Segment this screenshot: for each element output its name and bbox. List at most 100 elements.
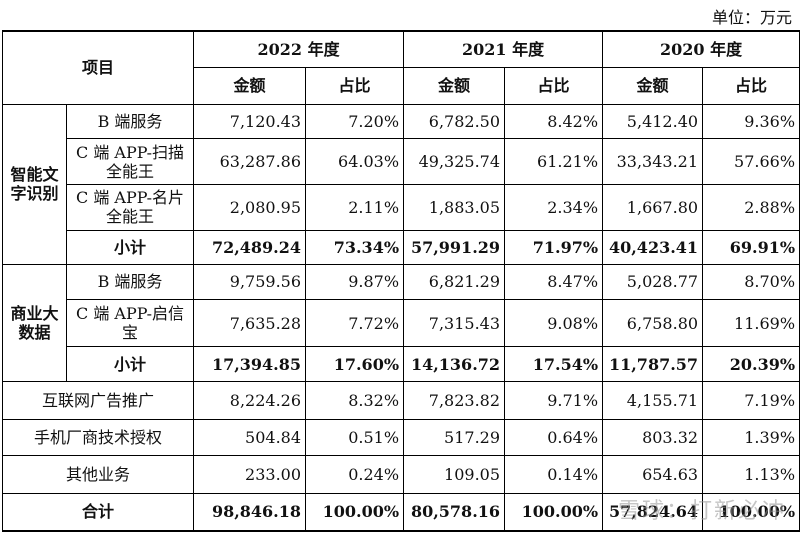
revenue-table: 项目 2022 年度 2021 年度 2020 年度 金额 占比 金额 占比 金… — [1, 29, 800, 532]
header-row-years: 项目 2022 年度 2021 年度 2020 年度 — [1, 29, 800, 105]
cell-value: 2.11% — [305, 183, 405, 231]
table-row: 智能文字识别 B 端服务 7,120.43 7.20% 6,782.50 8.4… — [2, 103, 800, 266]
table-row: C 端 APP-启信宝 7,635.28 7.72% 7,315.43 9.08… — [3, 298, 800, 348]
cell-value: 57.66% — [702, 138, 800, 185]
cell-value: 17,394.85 — [193, 346, 307, 383]
cell-value: 5,028.77 — [602, 264, 704, 300]
cell-value: 109.05 — [403, 455, 506, 494]
cell-value: 0.24% — [305, 455, 405, 494]
cell-value: 9.08% — [504, 298, 604, 348]
table-row: 互联网广告推广 8,224.26 8.32% 7,823.82 9.71% 4,… — [1, 381, 800, 420]
cell-value: 6,782.50 — [403, 103, 506, 140]
cell-value: 33,343.21 — [602, 138, 704, 185]
watermark: 雪球：打新必冲 — [617, 499, 786, 524]
cell-value: 517.29 — [403, 418, 506, 457]
table-row: 其他业务 233.00 0.24% 109.05 0.14% 654.63 1.… — [1, 455, 800, 494]
row-label: B 端服务 — [65, 103, 195, 140]
table-row: C 端 APP-名片全能王 2,080.95 2.11% 1,883.05 2.… — [3, 183, 800, 231]
cell-value: 1.39% — [702, 418, 800, 457]
cell-value: 73.34% — [305, 229, 405, 266]
header-ratio: 占比 — [305, 67, 405, 105]
header-item: 项目 — [1, 29, 195, 105]
cell-value: 2,080.95 — [193, 183, 307, 231]
header-year-2021: 2021 年度 — [403, 30, 604, 69]
header-ratio: 占比 — [702, 67, 800, 105]
cell-value: 233.00 — [193, 455, 307, 494]
cell-value: 100.00% — [305, 492, 405, 532]
subtotal-row: 小计 17,394.85 17.60% 14,136.72 17.54% 11,… — [3, 346, 800, 383]
cell-value: 803.32 — [602, 418, 704, 457]
cell-value: 2.88% — [702, 183, 800, 231]
cell-value: 2.34% — [504, 183, 604, 231]
cell-value: 69.91% — [702, 229, 800, 266]
row-label: 手机厂商技术授权 — [1, 418, 195, 457]
header-year-2020: 2020 年度 — [602, 30, 800, 69]
cell-value: 7,635.28 — [193, 298, 307, 348]
cell-value: 40,423.41 — [602, 229, 704, 266]
cell-value: 8.70% — [702, 264, 800, 300]
cell-value: 80,578.16 — [403, 492, 506, 532]
cell-value: 7,120.43 — [193, 103, 307, 140]
cell-value: 57,991.29 — [403, 229, 506, 266]
cell-value: 0.14% — [504, 455, 604, 494]
table-row: C 端 APP-扫描全能王 63,287.86 64.03% 49,325.74… — [3, 138, 800, 185]
cell-value: 7.72% — [305, 298, 405, 348]
group-label-bigdata: 商业大数据 — [2, 264, 67, 383]
cell-value: 7,315.43 — [403, 298, 506, 348]
cell-value: 11.69% — [702, 298, 800, 348]
cell-value: 17.60% — [305, 346, 405, 383]
row-label: C 端 APP-名片全能王 — [65, 183, 195, 231]
cell-value: 7.19% — [702, 381, 800, 420]
row-label: 合计 — [1, 492, 195, 532]
cell-value: 9,759.56 — [193, 264, 307, 300]
row-label: B 端服务 — [65, 264, 195, 300]
cell-value: 14,136.72 — [403, 346, 506, 383]
total-row: 合计 98,846.18 100.00% 80,578.16 100.00% 5… — [1, 492, 800, 532]
cell-value: 654.63 — [602, 455, 704, 494]
cell-value: 7.20% — [305, 103, 405, 140]
header-amount: 金额 — [602, 67, 704, 105]
cell-value: 61.21% — [504, 138, 604, 185]
table-row: 商业大数据 B 端服务 9,759.56 9.87% 6,821.29 8.47… — [2, 264, 800, 383]
cell-value: 8,224.26 — [193, 381, 307, 420]
cell-value: 57,824.64 — [602, 492, 704, 532]
group-label-ai: 智能文字识别 — [2, 103, 67, 266]
cell-value: 63,287.86 — [193, 138, 307, 185]
cell-value: 8.32% — [305, 381, 405, 420]
cell-value: 1.13% — [702, 455, 800, 494]
subtotal-row: 小计 72,489.24 73.34% 57,991.29 71.97% 40,… — [3, 229, 800, 266]
cell-value: 17.54% — [504, 346, 604, 383]
cell-value: 49,325.74 — [403, 138, 506, 185]
cell-value: 11,787.57 — [602, 346, 704, 383]
header-year-2022: 2022 年度 — [193, 30, 405, 69]
row-label: 互联网广告推广 — [1, 381, 195, 420]
row-label: 小计 — [65, 346, 195, 383]
cell-value: 0.51% — [305, 418, 405, 457]
row-label: 其他业务 — [1, 455, 195, 494]
row-label: 小计 — [65, 229, 195, 266]
cell-value: 0.64% — [504, 418, 604, 457]
cell-value: 98,846.18 — [193, 492, 307, 532]
cell-value: 64.03% — [305, 138, 405, 185]
cell-value: 6,821.29 — [403, 264, 506, 300]
cell-value: 5,412.40 — [602, 103, 704, 140]
cell-value: 100.00% — [702, 492, 800, 532]
header-ratio: 占比 — [504, 67, 604, 105]
cell-value: 9.87% — [305, 264, 405, 300]
cell-value: 504.84 — [193, 418, 307, 457]
cell-value: 72,489.24 — [193, 229, 307, 266]
cell-value: 1,883.05 — [403, 183, 506, 231]
row-label: C 端 APP-启信宝 — [65, 298, 195, 348]
cell-value: 1,667.80 — [602, 183, 704, 231]
cell-value: 6,758.80 — [602, 298, 704, 348]
cell-value: 9.36% — [702, 103, 800, 140]
row-label: C 端 APP-扫描全能王 — [65, 138, 195, 185]
cell-value: 8.42% — [504, 103, 604, 140]
cell-value: 71.97% — [504, 229, 604, 266]
cell-value: 4,155.71 — [602, 381, 704, 420]
cell-value: 20.39% — [702, 346, 800, 383]
cell-value: 9.71% — [504, 381, 604, 420]
unit-label: 单位：万元 — [711, 8, 792, 27]
header-row-metrics: 金额 占比 金额 占比 金额 占比 — [3, 67, 800, 105]
header-amount: 金额 — [193, 67, 307, 105]
